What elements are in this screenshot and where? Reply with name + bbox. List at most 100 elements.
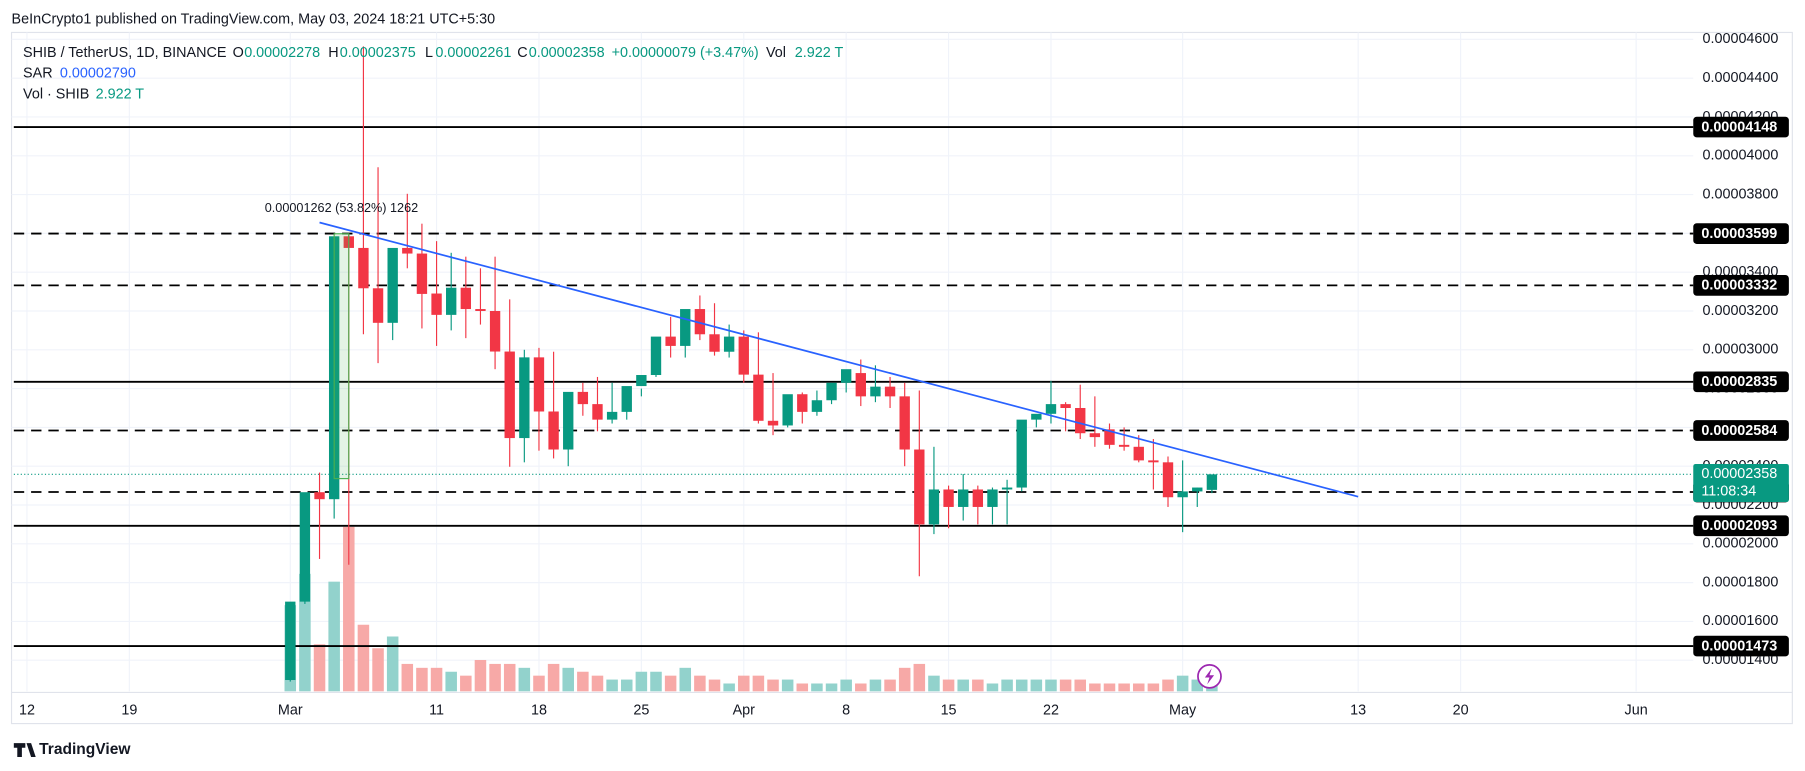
level-label: 0.00001473 (1701, 638, 1777, 654)
volume-bar (299, 573, 311, 692)
volume-bar (416, 667, 428, 692)
candle-body (811, 400, 823, 412)
candle-body (519, 357, 530, 439)
level-tag (1693, 420, 1789, 441)
candle-body (285, 601, 296, 681)
volume-bar (1118, 683, 1130, 692)
level-label: 0.00004148 (1701, 119, 1777, 135)
x-tick-label: 20 (1453, 703, 1469, 719)
legend-o: O (233, 45, 244, 61)
volume-bar (547, 663, 560, 692)
volume-bar (1015, 679, 1028, 692)
level-tag (1693, 116, 1789, 138)
volume-bar (460, 675, 472, 692)
x-tick-label: 19 (121, 703, 137, 719)
x-tick-label: Jun (1625, 703, 1648, 719)
vol-series-label: Vol · SHIB (23, 86, 89, 102)
frame (10, 31, 1793, 725)
volume-bar (898, 667, 911, 692)
candle-body (840, 369, 852, 383)
candle-body (431, 293, 442, 315)
volume-bar (855, 683, 867, 692)
alert-bolt (1204, 668, 1215, 685)
volume-bar (1132, 683, 1145, 692)
candle-body (314, 492, 325, 500)
volume-bar (1001, 679, 1013, 692)
x-tick-label: 12 (19, 703, 35, 719)
level-label: 0.00003599 (1701, 226, 1777, 242)
y-tick-label: 0.00001800 (1702, 574, 1778, 590)
level-label: 0.00003332 (1701, 278, 1777, 294)
candle-body (402, 247, 413, 254)
volume-bar (1162, 679, 1174, 692)
volume-bar (328, 581, 340, 692)
volume-bar (503, 663, 516, 692)
candle-body (972, 489, 984, 507)
legend-vol-value: 2.922 T (795, 45, 844, 61)
volume-bar (957, 679, 969, 692)
candle-body (1031, 413, 1042, 420)
volume-bar (840, 679, 852, 692)
candle-body (1192, 487, 1203, 492)
candle-body (548, 411, 559, 450)
y-tick-label: 0.00003800 (1702, 186, 1778, 202)
level-tag (1693, 223, 1789, 244)
legend-h-value: 0.00002375 (340, 45, 416, 61)
volume-bar (972, 679, 984, 692)
candle-body (797, 394, 808, 412)
candle-body (1060, 404, 1071, 408)
candle-body (884, 386, 896, 397)
candle-body (694, 309, 706, 335)
volume-bar (1176, 675, 1189, 692)
x-tick-label: 25 (633, 703, 649, 719)
volume-bar (386, 636, 399, 692)
candle-body (1045, 404, 1057, 414)
candle-body (665, 336, 676, 346)
legend-c-value: 0.00002358 (529, 45, 605, 61)
legend-l-value: 0.00002261 (435, 45, 511, 61)
candle-body (489, 310, 501, 352)
volume-bar (430, 667, 443, 692)
volume-bar (1147, 683, 1160, 692)
candle-body (577, 391, 589, 405)
levels (13, 126, 1694, 647)
volume-bar (577, 671, 589, 692)
y-tick-label: 0.00004000 (1702, 148, 1778, 164)
price-tag (1693, 463, 1789, 502)
candle-body (1075, 407, 1086, 434)
level-label: 0.00002093 (1701, 518, 1777, 534)
y-tick-label: 0.00003000 (1702, 342, 1778, 358)
volume-bar (664, 675, 677, 692)
candle-body (358, 247, 369, 289)
candle-body (928, 489, 940, 525)
volume-bar (445, 671, 457, 692)
candle-body (914, 449, 925, 525)
sar-label: SAR (23, 66, 53, 82)
candle-body (767, 420, 779, 426)
candle-body (987, 489, 998, 507)
volume-bar (635, 671, 648, 692)
candle-body (753, 374, 764, 421)
candle-body (782, 394, 793, 426)
volume-bar (694, 675, 706, 692)
volume-bar (401, 663, 414, 692)
y-tick-label: 0.00001600 (1702, 613, 1778, 629)
volume-bar (811, 683, 823, 692)
volume-bar (913, 663, 926, 692)
sar-value: 0.00002790 (60, 66, 136, 82)
level-tag (1693, 371, 1789, 393)
candle-body (680, 309, 691, 346)
volume-bar (752, 675, 765, 692)
volume-bar (825, 683, 838, 692)
volume-bar (650, 671, 662, 692)
volume-bar (343, 526, 355, 692)
candle-body (826, 382, 837, 401)
candle-body (504, 351, 515, 439)
candle-body (416, 253, 428, 294)
candle-body (533, 357, 545, 412)
volume-bar (591, 675, 604, 692)
candle-body (1001, 487, 1013, 490)
y-tick-label: 0.00004600 (1702, 31, 1778, 47)
